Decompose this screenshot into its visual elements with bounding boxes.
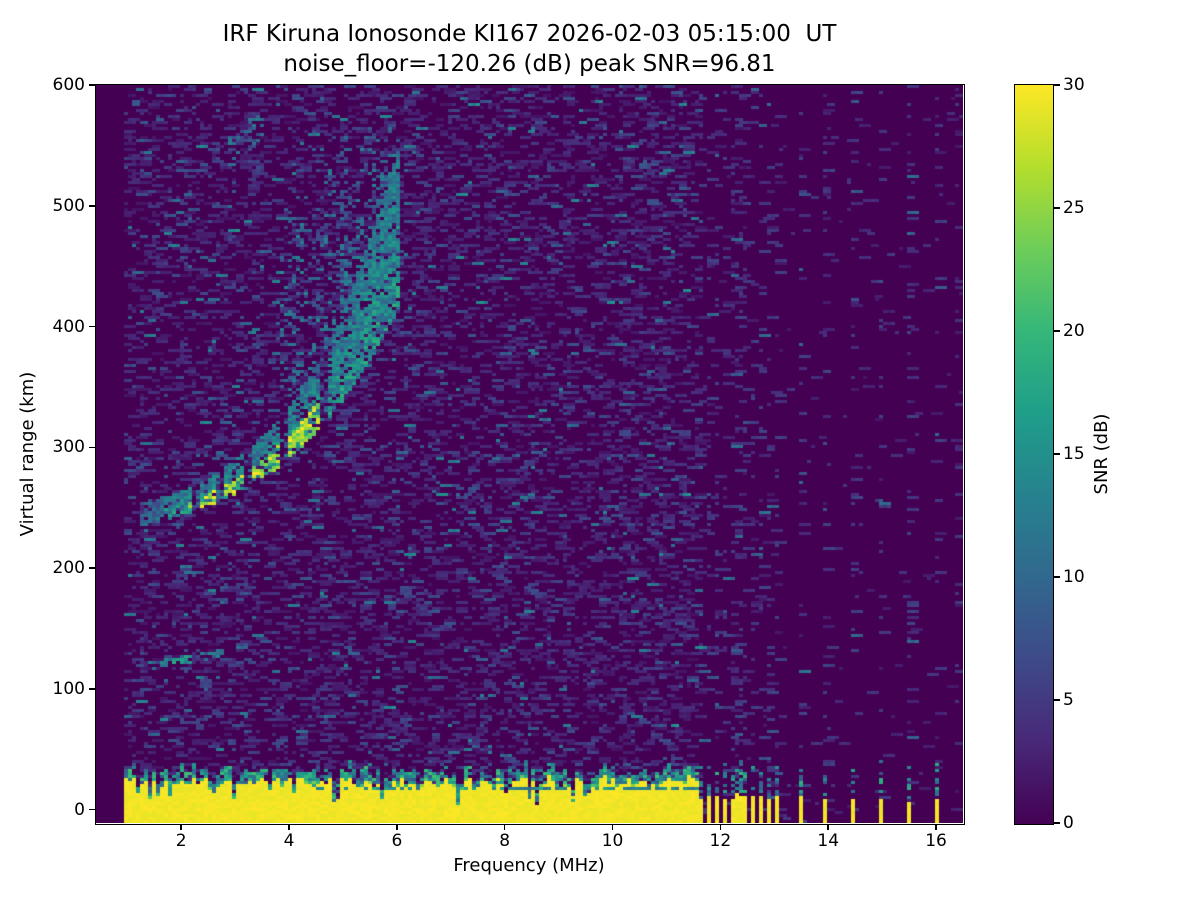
colorbar-tick-mark bbox=[1053, 822, 1060, 824]
x-tick-label: 8 bbox=[499, 831, 511, 851]
colorbar-tick-mark bbox=[1053, 699, 1060, 701]
x-tick-mark bbox=[503, 823, 506, 830]
x-tick-label: 12 bbox=[709, 831, 732, 851]
colorbar-gradient bbox=[1014, 84, 1053, 824]
y-tick-label: 400 bbox=[52, 316, 85, 337]
x-tick-label: 2 bbox=[175, 831, 187, 851]
colorbar-tick-label: 0 bbox=[1063, 813, 1074, 833]
y-tick-mark bbox=[88, 446, 95, 449]
chart-title-line2: noise_floor=-120.26 (dB) peak SNR=96.81 bbox=[283, 51, 776, 77]
colorbar-frame bbox=[1013, 83, 1054, 825]
colorbar-tick-label: 30 bbox=[1063, 75, 1085, 95]
x-tick-mark bbox=[288, 823, 290, 830]
y-tick-label: 0 bbox=[74, 799, 85, 820]
colorbar-tick-mark bbox=[1053, 453, 1060, 455]
colorbar-label: SNR (dB) bbox=[1091, 413, 1112, 495]
colorbar-tick-label: 10 bbox=[1063, 567, 1085, 587]
y-tick-mark bbox=[88, 325, 95, 328]
colorbar-tick-mark bbox=[1053, 84, 1060, 86]
y-tick-mark bbox=[88, 205, 95, 207]
x-tick-mark bbox=[396, 823, 398, 830]
x-tick-mark bbox=[719, 823, 722, 830]
colorbar-tick-mark bbox=[1053, 207, 1060, 209]
x-tick-mark bbox=[180, 823, 182, 830]
chart-title-line1: IRF Kiruna Ionosonde KI167 2026-02-03 05… bbox=[222, 21, 837, 47]
colorbar-tick-label: 5 bbox=[1063, 690, 1074, 710]
x-tick-mark bbox=[827, 823, 829, 830]
chart-title: IRF Kiruna Ionosonde KI167 2026-02-03 05… bbox=[96, 19, 963, 79]
colorbar-tick-label: 15 bbox=[1063, 444, 1085, 464]
x-axis-label: Frequency (MHz) bbox=[453, 855, 605, 876]
ionogram-heatmap bbox=[96, 85, 963, 823]
y-tick-mark bbox=[88, 567, 95, 569]
y-tick-label: 500 bbox=[52, 195, 85, 216]
x-tick-label: 4 bbox=[283, 831, 295, 851]
y-tick-mark bbox=[88, 84, 95, 86]
y-tick-label: 200 bbox=[52, 558, 85, 579]
colorbar-tick-label: 25 bbox=[1063, 198, 1085, 218]
x-tick-label: 16 bbox=[925, 831, 947, 851]
y-axis-label: Virtual range (km) bbox=[17, 371, 38, 537]
y-tick-mark bbox=[88, 808, 95, 811]
x-tick-mark bbox=[611, 823, 614, 830]
colorbar-tick-label: 20 bbox=[1063, 321, 1085, 341]
y-tick-label: 600 bbox=[52, 75, 85, 95]
x-tick-label: 14 bbox=[817, 831, 840, 851]
y-tick-label: 300 bbox=[52, 437, 85, 458]
colorbar-tick-mark bbox=[1053, 576, 1060, 578]
x-tick-label: 10 bbox=[601, 831, 624, 851]
y-tick-label: 100 bbox=[52, 678, 85, 699]
colorbar-tick-mark bbox=[1053, 330, 1060, 332]
x-tick-label: 6 bbox=[391, 831, 403, 851]
x-tick-mark bbox=[935, 823, 937, 830]
y-tick-mark bbox=[88, 688, 95, 690]
